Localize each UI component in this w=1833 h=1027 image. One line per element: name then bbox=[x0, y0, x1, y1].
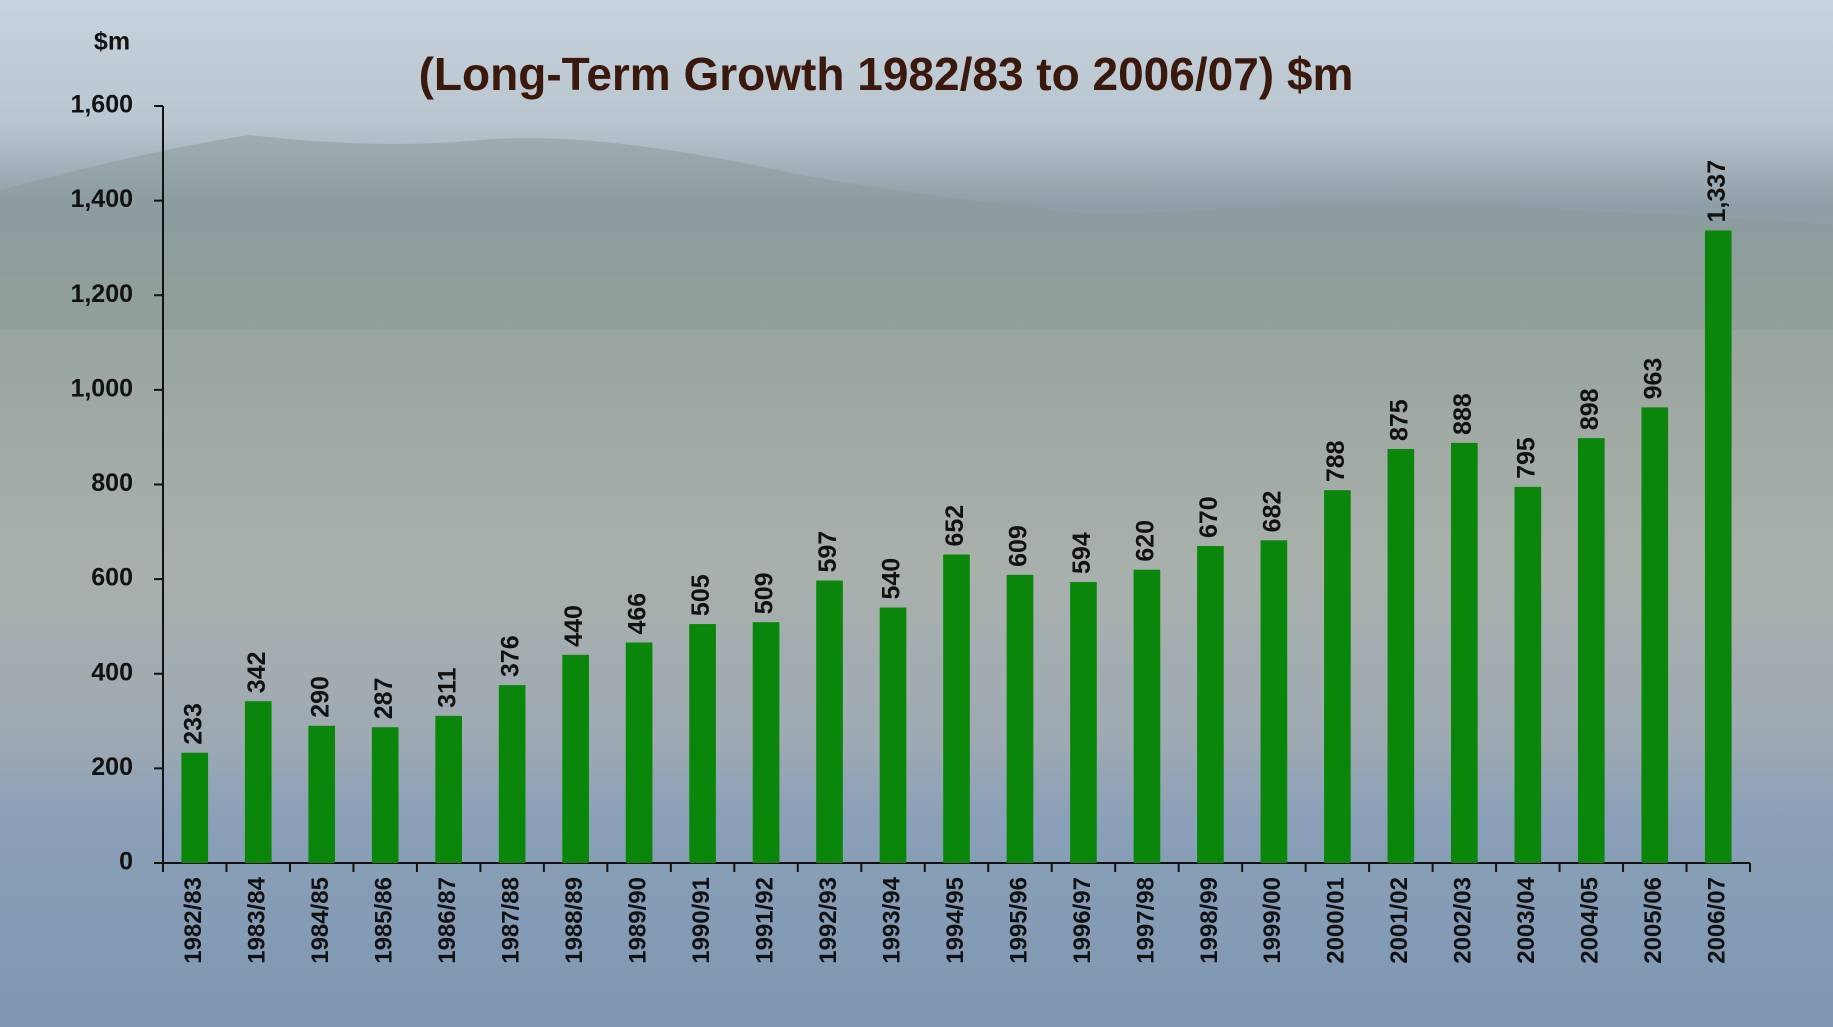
y-tick-label: 0 bbox=[119, 848, 133, 876]
value-label: 888 bbox=[1449, 393, 1477, 435]
bar bbox=[181, 752, 209, 863]
value-label: 652 bbox=[941, 505, 969, 547]
x-tick-label: 1997/98 bbox=[1132, 877, 1159, 964]
value-label: 540 bbox=[878, 558, 906, 600]
bar bbox=[1260, 540, 1288, 863]
bar bbox=[689, 624, 716, 863]
value-label: 466 bbox=[624, 593, 652, 635]
x-tick-label: 2006/07 bbox=[1704, 877, 1731, 964]
x-tick-label: 1987/88 bbox=[497, 877, 524, 964]
value-label: 290 bbox=[306, 676, 334, 718]
x-tick-label: 1986/87 bbox=[434, 877, 461, 964]
bar bbox=[498, 685, 526, 863]
y-tick-label: 400 bbox=[91, 658, 133, 686]
value-label: 376 bbox=[497, 635, 525, 677]
y-tick-label: 1,600 bbox=[70, 91, 133, 119]
value-label: 682 bbox=[1259, 491, 1287, 533]
y-tick-label: 1,400 bbox=[70, 185, 133, 213]
x-tick-label: 1995/96 bbox=[1005, 877, 1032, 964]
value-label: 898 bbox=[1576, 388, 1604, 430]
bar bbox=[1387, 449, 1415, 863]
value-label: 509 bbox=[751, 572, 779, 614]
bar bbox=[562, 654, 589, 863]
value-label: 311 bbox=[433, 667, 461, 707]
x-tick-label: 2005/06 bbox=[1640, 877, 1667, 964]
y-tick-label: 1,000 bbox=[70, 374, 133, 402]
bar bbox=[879, 607, 907, 863]
y-tick-label: 600 bbox=[91, 564, 133, 592]
value-label: 795 bbox=[1512, 437, 1540, 479]
x-tick-label: 1999/00 bbox=[1259, 877, 1286, 964]
x-tick-label: 2002/03 bbox=[1450, 877, 1477, 964]
chart-title: (Long-Term Growth 1982/83 to 2006/07) $m bbox=[419, 48, 1354, 100]
bar bbox=[308, 725, 336, 863]
x-tick-label: 2004/05 bbox=[1577, 877, 1604, 964]
value-label: 670 bbox=[1195, 496, 1223, 538]
bar bbox=[244, 701, 272, 863]
value-label: 287 bbox=[370, 677, 398, 719]
bar bbox=[435, 715, 462, 863]
bar bbox=[1641, 407, 1669, 863]
x-tick-label: 1982/83 bbox=[180, 877, 207, 964]
bar bbox=[1006, 574, 1034, 863]
value-label: 875 bbox=[1385, 399, 1413, 441]
value-label: 440 bbox=[560, 605, 588, 647]
mountains bbox=[0, 135, 1833, 330]
value-label: 594 bbox=[1068, 532, 1096, 574]
value-label: 609 bbox=[1005, 525, 1033, 567]
x-tick-label: 2000/01 bbox=[1323, 877, 1350, 964]
value-label: 505 bbox=[687, 574, 715, 616]
x-tick-label: 1994/95 bbox=[942, 877, 969, 964]
x-tick-label: 1990/91 bbox=[688, 877, 715, 964]
value-label: 597 bbox=[814, 531, 842, 573]
y-tick-label: 1,200 bbox=[70, 280, 133, 308]
bar bbox=[625, 642, 653, 863]
bar bbox=[1197, 546, 1224, 863]
x-tick-label: 2003/04 bbox=[1513, 876, 1540, 963]
bar bbox=[816, 580, 843, 863]
x-tick-label: 1985/86 bbox=[371, 877, 398, 964]
value-label: 342 bbox=[243, 651, 271, 693]
bar bbox=[1451, 442, 1478, 863]
bar bbox=[1070, 581, 1097, 863]
bar bbox=[752, 622, 780, 863]
bar bbox=[1324, 490, 1351, 863]
y-tick-label: 200 bbox=[91, 753, 133, 781]
value-label: 233 bbox=[179, 703, 207, 745]
x-tick-label: 1989/90 bbox=[624, 877, 651, 964]
y-tick-label: 800 bbox=[91, 469, 133, 497]
x-tick-label: 1984/85 bbox=[307, 877, 334, 964]
x-tick-label: 1993/94 bbox=[878, 876, 905, 963]
bar bbox=[1133, 569, 1161, 863]
bar bbox=[1577, 438, 1605, 863]
x-tick-label: 1983/84 bbox=[244, 876, 271, 963]
x-tick-label: 1988/89 bbox=[561, 877, 588, 964]
value-label: 620 bbox=[1132, 520, 1160, 562]
value-label: 788 bbox=[1322, 440, 1350, 482]
bar bbox=[943, 554, 970, 863]
x-tick-label: 2001/02 bbox=[1386, 877, 1413, 964]
x-tick-label: 1996/97 bbox=[1069, 877, 1096, 964]
x-tick-label: 1991/92 bbox=[751, 877, 778, 964]
bar bbox=[371, 727, 399, 863]
value-label: 963 bbox=[1639, 358, 1667, 400]
x-tick-label: 1992/93 bbox=[815, 877, 842, 964]
y-axis-label: $m bbox=[94, 28, 130, 56]
x-tick-label: 1998/99 bbox=[1196, 877, 1223, 964]
value-label: 1,337 bbox=[1703, 160, 1731, 223]
bar bbox=[1514, 486, 1542, 863]
bar bbox=[1704, 230, 1732, 863]
